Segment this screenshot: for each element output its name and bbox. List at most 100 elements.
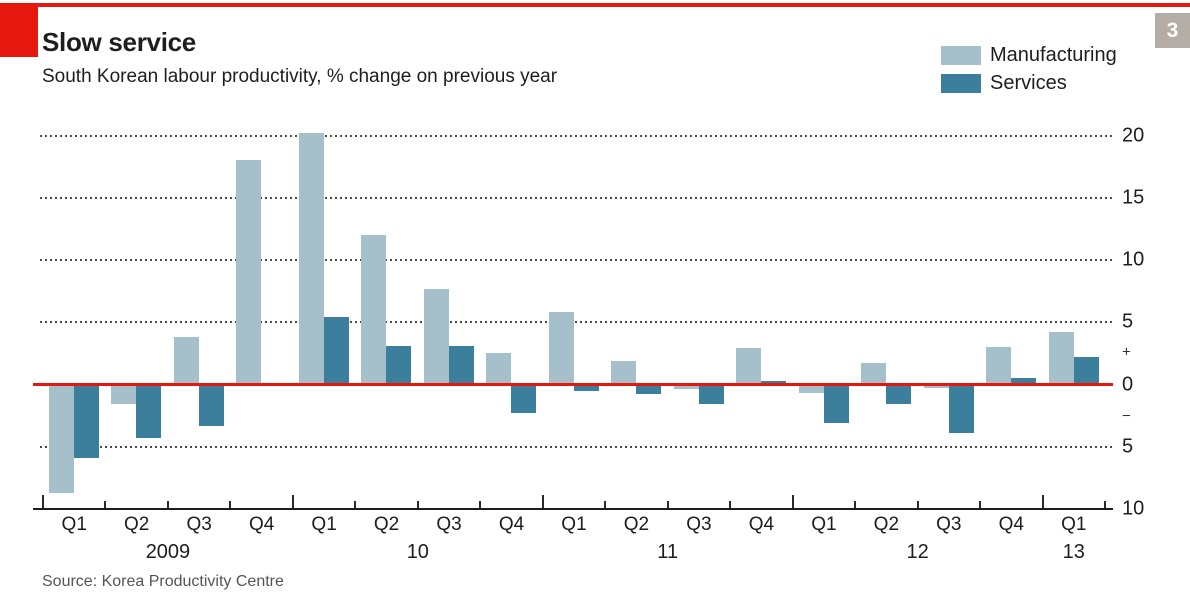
legend-label-services: Services xyxy=(990,71,1067,94)
gridline-20 xyxy=(40,134,1113,137)
quarter-tick xyxy=(104,501,107,508)
bar-manufacturing-2012-q2 xyxy=(861,363,887,385)
gridline-15 xyxy=(40,197,1113,200)
bar-manufacturing-2011-q2 xyxy=(611,360,637,385)
source-note: Source: Korea Productivity Centre xyxy=(42,573,284,590)
x-label-2011-q2: Q2 xyxy=(623,514,650,535)
bar-manufacturing-2009-q1 xyxy=(49,384,74,493)
bar-manufacturing-2012-q4 xyxy=(986,347,1012,385)
year-tick xyxy=(791,495,794,508)
legend-item-manufacturing: Manufacturing xyxy=(941,41,1117,69)
quarter-tick xyxy=(916,501,919,508)
bar-services-2012-q4 xyxy=(1011,378,1037,385)
bar-services-2010-q1 xyxy=(323,317,349,385)
quarter-tick xyxy=(979,501,982,508)
red-corner-block xyxy=(0,3,38,57)
bar-services-2010-q2 xyxy=(386,345,412,385)
bar-services-2013-q1 xyxy=(1073,357,1099,385)
quarter-tick xyxy=(729,501,732,508)
quarter-tick xyxy=(354,501,357,508)
bar-services-2012-q2 xyxy=(886,384,912,405)
legend-label-manufacturing: Manufacturing xyxy=(990,43,1117,66)
y-label-15-at-15: 15 xyxy=(1122,186,1145,209)
gridline-10 xyxy=(40,259,1113,262)
bar-manufacturing-2009-q2 xyxy=(111,384,137,405)
year-tick xyxy=(42,495,44,508)
bar-manufacturing-2012-q1 xyxy=(798,384,824,394)
chart-title: Slow service xyxy=(42,27,196,57)
quarter-tick xyxy=(166,501,169,508)
bar-services-2012-q1 xyxy=(823,384,849,424)
bar-manufacturing-2011-q4 xyxy=(736,348,762,385)
legend: Manufacturing Services xyxy=(941,41,1117,97)
x-label-2010-q1: Q1 xyxy=(311,514,337,535)
y-label-5-at-5: 5 xyxy=(1122,310,1134,333)
legend-item-services: Services xyxy=(941,69,1117,97)
y-label-10-at--10: 10 xyxy=(1122,497,1145,520)
x-label-2009-q3: Q3 xyxy=(186,514,212,535)
x-label-2012-q4: Q4 xyxy=(998,514,1024,535)
quarter-tick xyxy=(479,501,482,508)
quarter-tick xyxy=(604,501,607,508)
year-tick xyxy=(541,495,544,508)
gridline--5 xyxy=(40,445,1113,448)
y-label-20-at-20: 20 xyxy=(1122,124,1145,147)
gridline-5 xyxy=(40,321,1113,324)
bar-services-2009-q2 xyxy=(136,384,162,438)
year-label-2009: 2009 xyxy=(145,541,191,563)
year-tick xyxy=(291,495,294,508)
quarter-tick xyxy=(854,501,857,508)
bar-services-2010-q4 xyxy=(511,384,537,414)
year-tick xyxy=(1041,495,1044,508)
plus-sign-label: + xyxy=(1122,343,1131,361)
page-number-badge: 3 xyxy=(1155,13,1190,48)
minus-sign-label: − xyxy=(1122,407,1131,425)
x-label-2009-q4: Q4 xyxy=(248,514,275,535)
top-red-rule xyxy=(0,3,1190,7)
x-label-2011-q3: Q3 xyxy=(686,514,712,535)
year-label-11: 11 xyxy=(657,541,679,563)
year-label-12: 12 xyxy=(906,541,929,563)
year-label-10: 10 xyxy=(406,541,429,563)
bar-services-2011-q2 xyxy=(636,384,662,395)
x-label-2010-q4: Q4 xyxy=(498,514,525,535)
bar-manufacturing-2009-q4 xyxy=(236,159,262,385)
bar-services-2011-q3 xyxy=(698,384,724,405)
plot-area xyxy=(33,127,1113,510)
y-label-5-at--5: 5 xyxy=(1122,435,1134,458)
bar-manufacturing-2010-q2 xyxy=(361,235,387,385)
chart-subtitle: South Korean labour productivity, % chan… xyxy=(42,66,558,87)
x-label-2011-q4: Q4 xyxy=(748,514,775,535)
zero-baseline xyxy=(33,383,1113,386)
y-label-10-at-10: 10 xyxy=(1122,248,1145,271)
x-label-2009-q2: Q2 xyxy=(124,514,150,535)
x-label-2011-q1: Q1 xyxy=(561,514,587,535)
bar-services-2012-q3 xyxy=(948,384,974,433)
x-label-2010-q3: Q3 xyxy=(436,514,462,535)
x-label-2012-q2: Q2 xyxy=(873,514,900,535)
bar-services-2009-q1 xyxy=(74,384,99,458)
x-label-2012-q1: Q1 xyxy=(811,514,837,535)
bar-manufacturing-2010-q4 xyxy=(486,353,512,385)
bar-manufacturing-2010-q3 xyxy=(423,288,449,385)
bar-services-2010-q3 xyxy=(448,345,474,385)
bar-manufacturing-2011-q1 xyxy=(548,312,574,385)
x-label-2012-q3: Q3 xyxy=(936,514,962,535)
quarter-tick xyxy=(666,501,669,508)
bar-manufacturing-2009-q3 xyxy=(173,337,199,385)
quarter-tick xyxy=(229,501,232,508)
x-label-2009-q1: Q1 xyxy=(61,514,87,535)
bar-services-2009-q3 xyxy=(198,384,224,426)
bar-manufacturing-2012-q3 xyxy=(923,384,949,389)
services-swatch-icon xyxy=(941,73,981,93)
bar-services-2011-q1 xyxy=(573,384,599,391)
x-label-2013-q1: Q1 xyxy=(1061,514,1087,535)
bar-manufacturing-2011-q3 xyxy=(673,384,699,390)
bar-services-2011-q4 xyxy=(761,380,787,385)
year-label-13: 13 xyxy=(1062,541,1085,563)
quarter-tick xyxy=(416,501,419,508)
bar-manufacturing-2013-q1 xyxy=(1048,332,1074,385)
quarter-tick xyxy=(1103,501,1106,508)
manufacturing-swatch-icon xyxy=(941,45,981,65)
